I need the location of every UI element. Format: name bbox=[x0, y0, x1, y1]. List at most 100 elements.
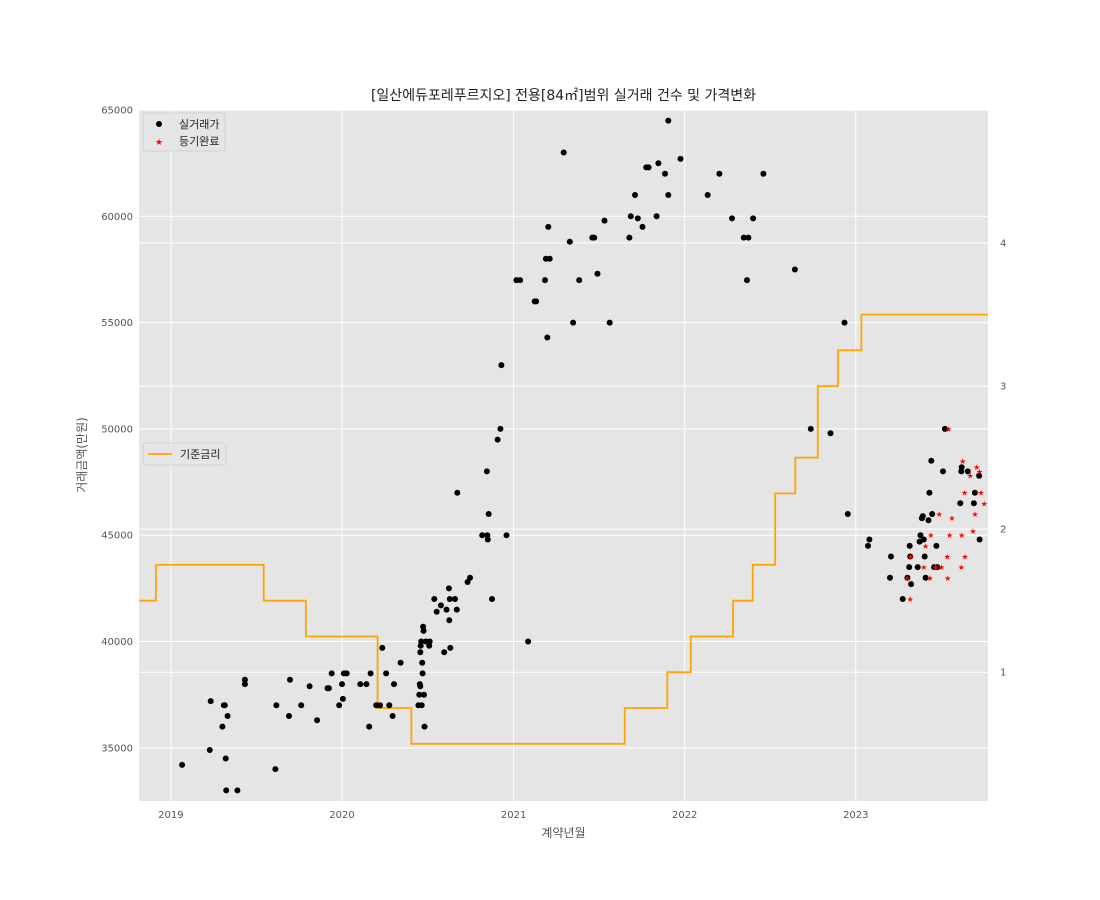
transaction-point bbox=[907, 553, 914, 560]
transaction-point bbox=[391, 681, 397, 688]
transaction-point bbox=[908, 581, 915, 588]
legend-top-box bbox=[142, 112, 226, 152]
y2-tick-label: 4 bbox=[1000, 239, 1006, 250]
transaction-point bbox=[517, 277, 524, 284]
transaction-point bbox=[729, 215, 735, 222]
transaction-point bbox=[306, 683, 313, 690]
y-tick-label: 45000 bbox=[101, 531, 133, 542]
y-tick-label: 60000 bbox=[101, 212, 133, 223]
transaction-point bbox=[286, 713, 292, 719]
registered-point: ★ bbox=[938, 563, 945, 572]
transaction-point bbox=[653, 213, 660, 220]
registered-point: ★ bbox=[946, 531, 953, 540]
transaction-point bbox=[336, 702, 343, 709]
transaction-point bbox=[485, 511, 492, 517]
transaction-point bbox=[207, 698, 214, 705]
registered-point: ★ bbox=[907, 553, 914, 562]
transaction-point bbox=[665, 117, 672, 124]
transaction-point bbox=[750, 215, 757, 222]
transaction-point bbox=[591, 234, 598, 241]
transaction-point bbox=[964, 468, 971, 475]
transaction-point bbox=[222, 755, 229, 762]
transaction-point bbox=[494, 436, 501, 443]
legend-transaction-label: 실거래가 bbox=[179, 118, 219, 131]
registered-point: ★ bbox=[922, 542, 929, 551]
transaction-point bbox=[888, 553, 894, 560]
transaction-point bbox=[929, 511, 936, 517]
transaction-point bbox=[925, 517, 932, 524]
registered-point: ★ bbox=[936, 510, 943, 519]
x-tick-label: 2020 bbox=[329, 810, 354, 821]
transaction-point bbox=[484, 536, 491, 543]
transaction-point bbox=[542, 277, 548, 284]
transaction-point bbox=[325, 685, 332, 692]
transaction-point bbox=[377, 702, 383, 709]
transaction-point bbox=[431, 596, 438, 602]
transaction-point bbox=[626, 234, 633, 241]
transaction-point bbox=[906, 564, 913, 571]
registered-point: ★ bbox=[945, 425, 952, 434]
transaction-point bbox=[445, 585, 452, 592]
registered-point: ★ bbox=[977, 489, 984, 498]
transaction-point bbox=[866, 536, 873, 543]
transaction-point bbox=[357, 681, 364, 688]
transaction-point bbox=[386, 702, 393, 709]
transaction-point bbox=[241, 681, 248, 688]
transaction-point bbox=[339, 695, 346, 702]
transaction-point bbox=[343, 670, 350, 677]
transaction-point bbox=[479, 532, 486, 539]
legend-middle-box bbox=[142, 442, 227, 466]
transaction-point bbox=[807, 425, 814, 432]
transaction-point bbox=[634, 215, 641, 222]
transaction-point bbox=[503, 532, 510, 539]
transaction-point bbox=[426, 638, 433, 645]
legend-transaction-marker bbox=[156, 121, 162, 127]
y2-tick-label: 1 bbox=[1000, 668, 1006, 679]
transaction-point bbox=[576, 277, 583, 284]
transaction-point bbox=[314, 717, 321, 724]
transaction-point bbox=[498, 362, 505, 369]
transaction-point bbox=[437, 602, 444, 609]
transaction-point bbox=[447, 644, 454, 651]
transaction-point bbox=[570, 319, 577, 326]
transaction-point bbox=[740, 234, 747, 241]
y-tick-label: 50000 bbox=[101, 424, 133, 435]
transaction-point bbox=[446, 596, 453, 602]
y-tick-label: 35000 bbox=[101, 743, 133, 754]
transaction-point bbox=[917, 532, 924, 539]
base-rate-line-layer bbox=[139, 313, 988, 745]
transaction-point bbox=[914, 564, 921, 571]
transaction-point bbox=[941, 425, 948, 432]
transaction-point bbox=[827, 430, 834, 437]
transaction-point bbox=[418, 702, 425, 709]
registered-point: ★ bbox=[927, 531, 934, 540]
transaction-point bbox=[234, 787, 241, 794]
transaction-point bbox=[887, 574, 893, 581]
transaction-point bbox=[662, 170, 668, 177]
transaction-point bbox=[906, 542, 913, 549]
registered-point: ★ bbox=[971, 510, 978, 519]
x-tick-label: 2021 bbox=[501, 810, 526, 821]
transaction-point bbox=[919, 513, 926, 520]
y-tick-label: 40000 bbox=[101, 637, 133, 648]
registered-point: ★ bbox=[920, 563, 927, 572]
transaction-point bbox=[940, 468, 946, 475]
transaction-point bbox=[179, 761, 186, 768]
transaction-point bbox=[928, 457, 935, 464]
registered-point: ★ bbox=[904, 574, 911, 583]
transaction-point bbox=[594, 270, 601, 277]
transaction-point bbox=[224, 713, 231, 719]
transaction-point bbox=[419, 670, 426, 677]
transaction-point bbox=[483, 468, 490, 475]
transaction-point bbox=[744, 277, 750, 284]
transaction-point bbox=[716, 170, 723, 177]
transaction-point bbox=[665, 192, 672, 198]
registered-point: ★ bbox=[926, 574, 933, 583]
transaction-point bbox=[606, 319, 613, 326]
registered-point: ★ bbox=[907, 595, 914, 604]
transaction-point bbox=[367, 670, 374, 677]
transaction-point bbox=[655, 160, 662, 167]
transaction-point bbox=[272, 766, 279, 773]
legend-top: 실거래가 ★ 등기완료 bbox=[142, 112, 226, 152]
transaction-point bbox=[417, 649, 424, 656]
